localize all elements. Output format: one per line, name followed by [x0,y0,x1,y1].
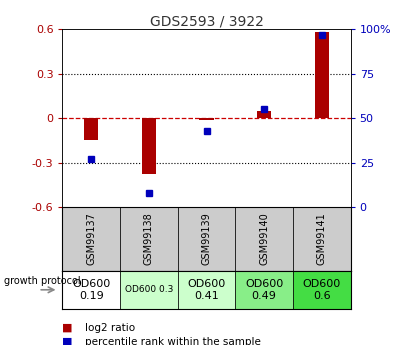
Text: OD600
0.19: OD600 0.19 [72,279,110,300]
Bar [84,118,98,140]
Bar [142,118,156,175]
Text: growth protocol: growth protocol [4,276,81,286]
Text: OD600
0.6: OD600 0.6 [303,279,341,300]
Bar [120,207,178,271]
Text: GSM99139: GSM99139 [202,213,212,265]
Title: GDS2593 / 3922: GDS2593 / 3922 [150,14,264,28]
Bar [293,271,351,309]
Text: GSM99141: GSM99141 [317,213,327,265]
Bar [62,271,120,309]
Bar [178,207,235,271]
Bar [257,111,271,118]
Text: percentile rank within the sample: percentile rank within the sample [85,337,260,345]
Bar [315,32,329,118]
Bar [62,207,120,271]
Bar [199,118,214,120]
Text: GSM99138: GSM99138 [144,213,154,265]
Bar [293,207,351,271]
Bar [178,271,235,309]
Text: OD600 0.3: OD600 0.3 [125,285,173,294]
Text: ■: ■ [62,337,77,345]
Text: OD600
0.49: OD600 0.49 [245,279,283,300]
Text: ■: ■ [62,323,77,333]
Text: log2 ratio: log2 ratio [85,323,135,333]
Text: GSM99140: GSM99140 [259,213,269,265]
Bar [120,271,178,309]
Text: OD600
0.41: OD600 0.41 [187,279,226,300]
Bar [235,207,293,271]
Text: GSM99137: GSM99137 [86,213,96,265]
Bar [235,271,293,309]
